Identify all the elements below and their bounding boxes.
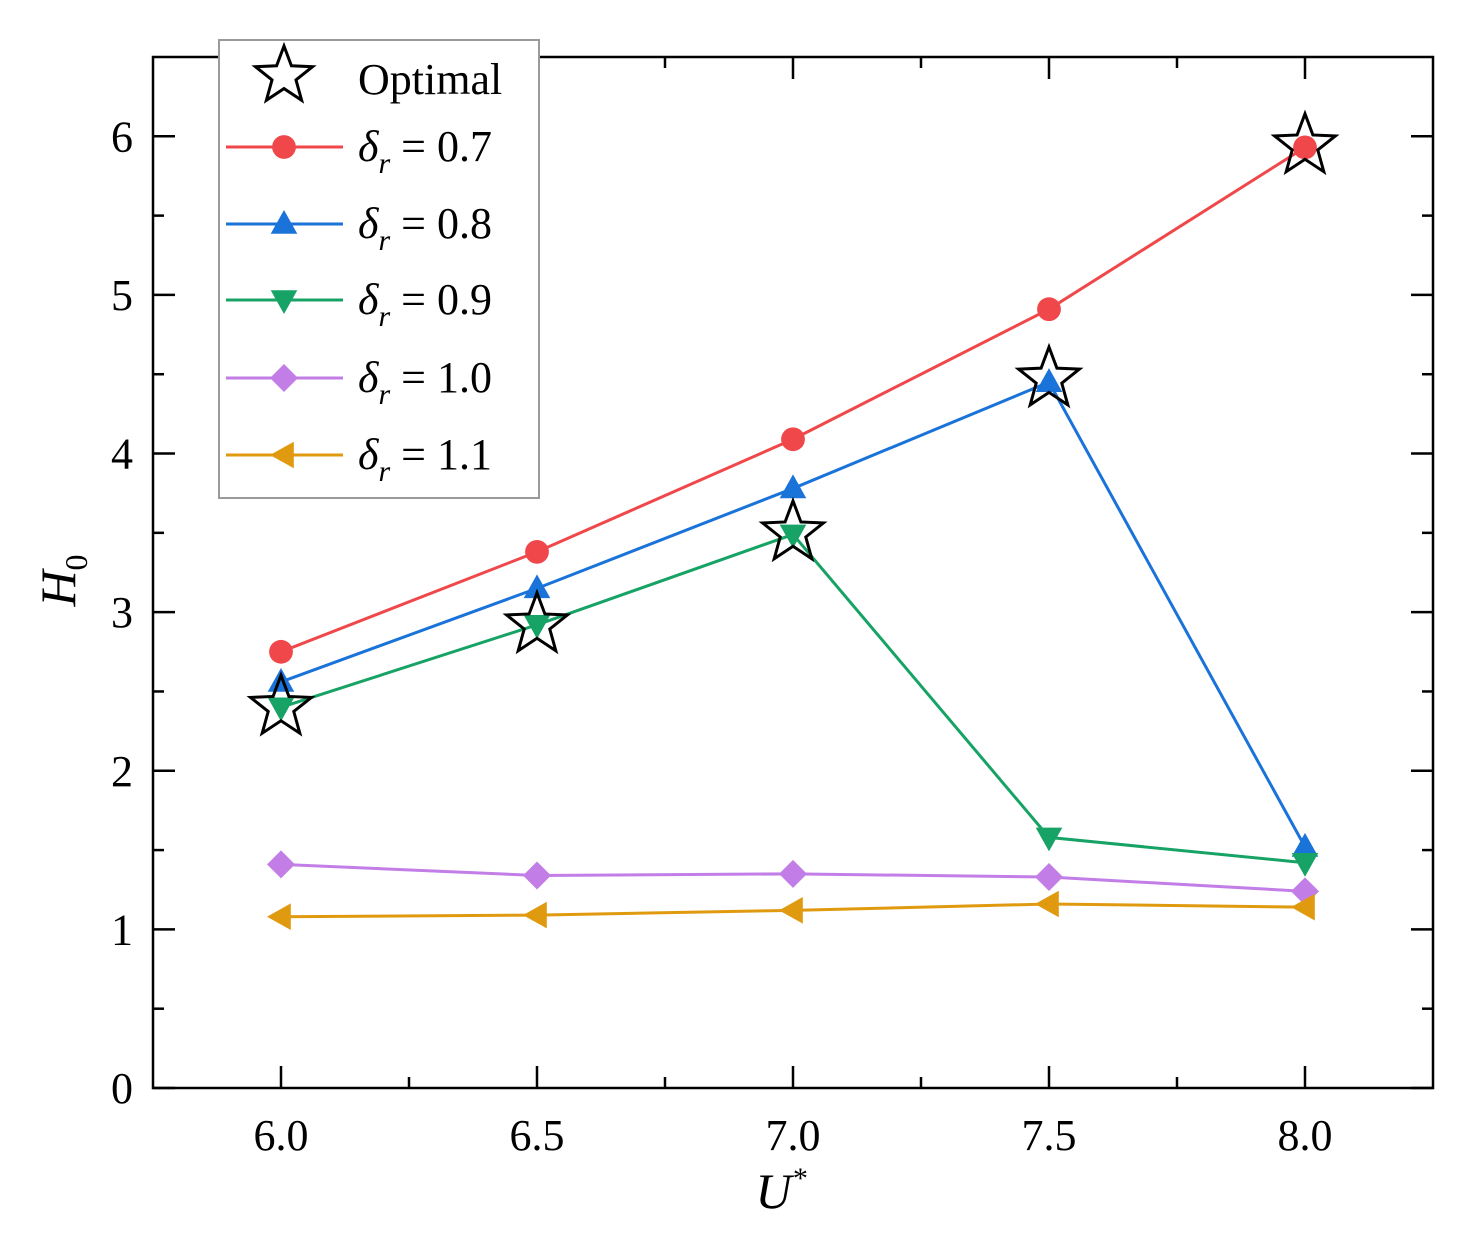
legend-label: δr = 0.7 (358, 122, 492, 180)
data-point (779, 474, 807, 499)
data-point (1035, 827, 1063, 852)
y-tick-label: 2 (111, 747, 133, 796)
series-layer (267, 135, 1319, 930)
data-point (1293, 135, 1317, 160)
data-point (523, 615, 551, 639)
legend: Optimal δr = 0.7 δr = 0.8 δr = 0.9 δr = 1.0 δ… (218, 39, 540, 499)
x-tick-label: 6.5 (510, 1111, 565, 1160)
optimal-star (502, 588, 572, 655)
legend-marker (270, 364, 298, 392)
data-point (523, 574, 551, 599)
optimal-star (1270, 109, 1340, 176)
data-point (779, 524, 807, 549)
series-4 (267, 850, 1319, 906)
series-1 (269, 135, 1317, 664)
y-tick-label: 4 (111, 430, 133, 479)
data-point (1035, 890, 1059, 918)
legend-label: δr = 0.8 (358, 199, 492, 257)
data-point (267, 697, 295, 722)
legend-star-icon (251, 41, 317, 104)
data-point (1291, 893, 1315, 921)
optimal-star (758, 496, 828, 563)
legend-label: δr = 0.9 (358, 275, 492, 333)
series-5 (267, 890, 1315, 930)
data-point (267, 850, 295, 879)
legend-marker (270, 210, 298, 234)
x-tick-label: 7.0 (766, 1111, 821, 1160)
data-point (1291, 832, 1319, 857)
series-2 (267, 368, 1319, 857)
legend-marker (270, 441, 294, 469)
series-line (280, 532, 1306, 865)
data-point (525, 539, 549, 564)
legend-item-2: δr = 0.8 (226, 199, 492, 257)
y-tick-label: 5 (111, 271, 133, 320)
legend-marker (270, 290, 298, 314)
y-tick-label: 6 (111, 112, 133, 161)
data-point (267, 903, 291, 930)
x-tick-label: 6.0 (254, 1111, 309, 1160)
optimal-star (1014, 342, 1084, 409)
axes: 6.0 6.5 7.0 7.5 8.0 0 1 2 3 4 5 6 U* H0 (30, 55, 1435, 1219)
legend-item-1: δr = 0.7 (226, 122, 492, 180)
data-point (523, 901, 547, 929)
data-point (1035, 863, 1063, 892)
legend-label-optimal: Optimal (358, 55, 502, 104)
y-tick-label: 3 (111, 588, 133, 637)
legend-item-5: δr = 1.1 (226, 430, 492, 488)
legend-item-4: δr = 1.0 (226, 353, 492, 411)
data-point (267, 667, 295, 692)
optimal-star (246, 671, 316, 737)
optimal-markers (246, 109, 1340, 737)
x-tick-label: 7.5 (1022, 1111, 1077, 1160)
legend-marker (272, 135, 296, 159)
series-3 (267, 524, 1319, 877)
data-point (523, 861, 551, 890)
data-point (1037, 297, 1061, 322)
data-point (779, 859, 807, 888)
legend-item-3: δr = 0.9 (226, 275, 492, 333)
y-tick-label: 1 (111, 905, 133, 954)
x-tick-label: 8.0 (1278, 1111, 1333, 1160)
data-point (779, 897, 803, 924)
y-axis-label: H0 (30, 554, 94, 607)
data-point (781, 427, 805, 452)
data-point (269, 639, 293, 664)
y-tick-label: 0 (111, 1064, 133, 1113)
data-point (1291, 852, 1319, 877)
legend-label: δr = 1.0 (358, 353, 492, 411)
data-point (1035, 368, 1063, 392)
legend-label: δr = 1.1 (358, 430, 492, 488)
x-axis-label: U* (755, 1162, 806, 1219)
legend-box (218, 39, 540, 499)
